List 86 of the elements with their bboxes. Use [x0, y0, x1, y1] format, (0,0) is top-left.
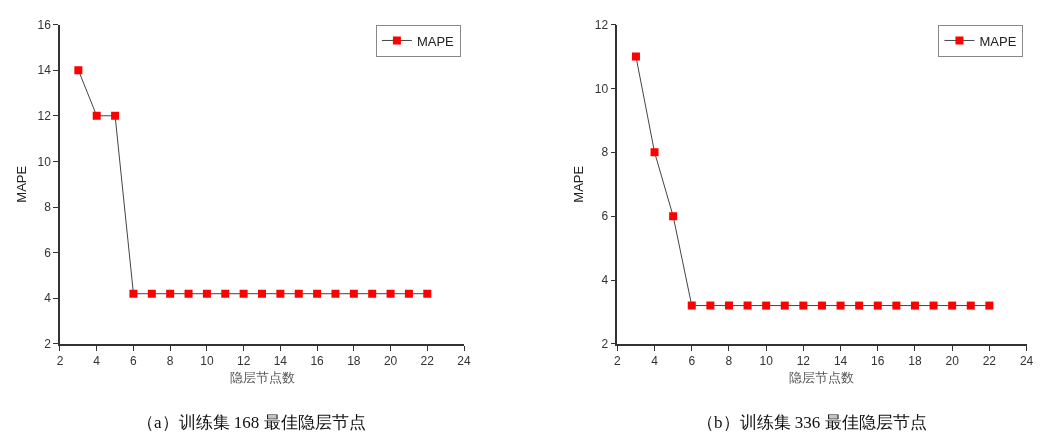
- y-tick-label: 6: [601, 209, 609, 224]
- x-tick-label: 16: [871, 354, 885, 369]
- x-tick-label: 16: [310, 354, 325, 369]
- point: [331, 289, 340, 298]
- x-tick-label: 24: [1019, 354, 1034, 369]
- y-tick-label: 4: [44, 291, 52, 306]
- y-tick-label: 10: [594, 81, 609, 96]
- point: [743, 301, 752, 310]
- point: [966, 301, 975, 310]
- point: [386, 289, 395, 298]
- point: [184, 289, 193, 298]
- point: [294, 289, 303, 298]
- point: [948, 301, 957, 310]
- point: [404, 289, 413, 298]
- point: [873, 301, 882, 310]
- x-tick-label: 6: [688, 354, 696, 369]
- point: [239, 289, 248, 298]
- point: [147, 289, 156, 298]
- y-tick-label: 12: [594, 17, 609, 32]
- legend-label: MAPE: [416, 33, 455, 49]
- point: [368, 289, 377, 298]
- x-tick-label: 14: [833, 354, 848, 369]
- point: [910, 301, 919, 310]
- x-tick-label: 22: [982, 354, 997, 369]
- y-tick-label: 8: [601, 145, 609, 160]
- point: [836, 301, 845, 310]
- point: [780, 301, 789, 310]
- point: [985, 301, 994, 310]
- x-tick-label: 22: [420, 354, 435, 369]
- y-tick-label: 16: [37, 17, 52, 32]
- y-tick-label: 8: [44, 200, 52, 215]
- point: [855, 301, 864, 310]
- point: [258, 289, 266, 298]
- point: [631, 52, 640, 61]
- point: [892, 301, 901, 310]
- y-axis-title: MAPE: [13, 165, 29, 203]
- point: [650, 148, 659, 157]
- x-axis-title: 隐层节点数: [789, 370, 855, 386]
- point: [202, 289, 211, 298]
- x-tick-label: 10: [759, 354, 774, 369]
- point: [669, 212, 678, 221]
- point: [706, 301, 715, 310]
- x-tick-label: 10: [200, 354, 214, 369]
- point: [687, 301, 696, 310]
- point: [423, 289, 432, 298]
- x-tick-label: 20: [383, 354, 398, 369]
- x-tick-label: 2: [56, 354, 64, 369]
- x-tick-label: 4: [93, 354, 101, 369]
- x-tick-label: 12: [796, 354, 811, 369]
- x-axis-title: 隐层节点数: [229, 370, 295, 386]
- x-tick-label: 2: [614, 354, 621, 369]
- x-tick-label: 18: [908, 354, 922, 369]
- x-tick-label: 24: [457, 354, 472, 369]
- x-tick-label: 12: [236, 354, 251, 369]
- point: [74, 66, 83, 75]
- point: [92, 111, 101, 120]
- text: （a）训练集 168 最佳隐层节点: [137, 413, 366, 432]
- x-tick-label: 6: [130, 354, 138, 369]
- x-tick-label: 4: [651, 354, 659, 369]
- y-tick-label: 4: [601, 273, 609, 288]
- point: [276, 289, 285, 298]
- y-tick-label: 2: [44, 337, 52, 352]
- point: [799, 301, 808, 310]
- point: [166, 289, 175, 298]
- point: [929, 301, 938, 310]
- x-tick-label: 8: [725, 354, 733, 369]
- x-tick-label: 20: [945, 354, 960, 369]
- y-tick-label: 6: [44, 245, 52, 260]
- y-tick-label: 10: [37, 154, 52, 169]
- point: [724, 301, 733, 310]
- x-tick-label: 8: [166, 354, 174, 369]
- y-tick-label: 2: [601, 337, 609, 352]
- legend-label: MAPE: [979, 33, 1017, 49]
- point: [221, 289, 230, 298]
- y-axis-title: MAPE: [571, 165, 587, 203]
- point: [129, 289, 138, 298]
- point: [762, 301, 771, 310]
- text: （b）训练集 336 最佳隐层节点: [697, 413, 927, 432]
- point: [313, 289, 322, 298]
- x-tick-label: 18: [347, 354, 361, 369]
- point: [111, 111, 120, 120]
- x-tick-label: 14: [273, 354, 288, 369]
- point: [349, 289, 358, 298]
- y-tick-label: 14: [37, 63, 52, 78]
- point: [817, 301, 826, 310]
- y-tick-label: 12: [37, 108, 52, 123]
